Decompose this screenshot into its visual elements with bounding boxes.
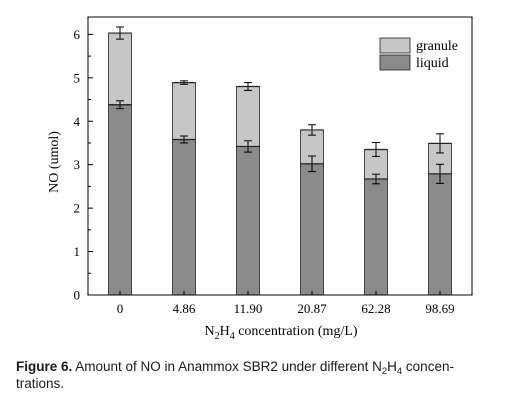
x-tick-label: 4.86 bbox=[173, 301, 196, 316]
bar-liquid bbox=[300, 163, 324, 296]
y-tick-label: 2 bbox=[74, 201, 81, 216]
legend-swatch-granule bbox=[379, 37, 411, 54]
x-tick-label: 62.28 bbox=[361, 301, 390, 316]
legend-label-granule: granule bbox=[416, 39, 458, 54]
x-tick-label: 11.90 bbox=[234, 301, 263, 316]
bar-liquid bbox=[428, 173, 452, 296]
x-tick-label: 20.87 bbox=[297, 301, 327, 316]
bar-liquid bbox=[172, 139, 196, 296]
y-tick-label: 5 bbox=[74, 70, 81, 85]
legend: granule liquid bbox=[379, 37, 458, 71]
bar-liquid bbox=[108, 104, 132, 296]
bar-granule bbox=[108, 32, 132, 106]
y-tick-label: 6 bbox=[74, 27, 81, 42]
bar-liquid bbox=[236, 146, 260, 296]
figure-caption: Figure 6. Amount of NO in Anammox SBR2 u… bbox=[16, 359, 454, 391]
y-tick-label: 0 bbox=[74, 288, 81, 303]
error-bars-group bbox=[108, 26, 452, 185]
y-tick-label: 1 bbox=[74, 244, 81, 259]
caption-label: Figure 6. bbox=[16, 359, 73, 374]
bars-group bbox=[108, 32, 452, 296]
x-tick-label: 0 bbox=[117, 301, 124, 316]
stacked-bar-chart: 0 1 2 3 4 5 6 0 4.86 11.90 20.87 62.28 98.69 NO (um… bbox=[47, 16, 473, 342]
plot-frame bbox=[87, 16, 473, 296]
legend-swatch-liquid bbox=[379, 54, 411, 71]
x-axis-label: N2H4 concentration (mg/L) bbox=[204, 324, 357, 342]
y-axis-label: NO (umol) bbox=[47, 131, 62, 193]
bar-granule bbox=[236, 86, 260, 147]
bar-granule bbox=[172, 82, 196, 140]
y-tick-label: 4 bbox=[74, 114, 81, 129]
y-tick-label: 3 bbox=[74, 157, 81, 172]
bar-liquid bbox=[364, 178, 388, 296]
x-axis: 0 4.86 11.90 20.87 62.28 98.69 bbox=[117, 291, 455, 316]
legend-label-liquid: liquid bbox=[416, 56, 449, 71]
y-axis: 0 1 2 3 4 5 6 bbox=[74, 27, 93, 303]
x-tick-label: 98.69 bbox=[425, 301, 454, 316]
